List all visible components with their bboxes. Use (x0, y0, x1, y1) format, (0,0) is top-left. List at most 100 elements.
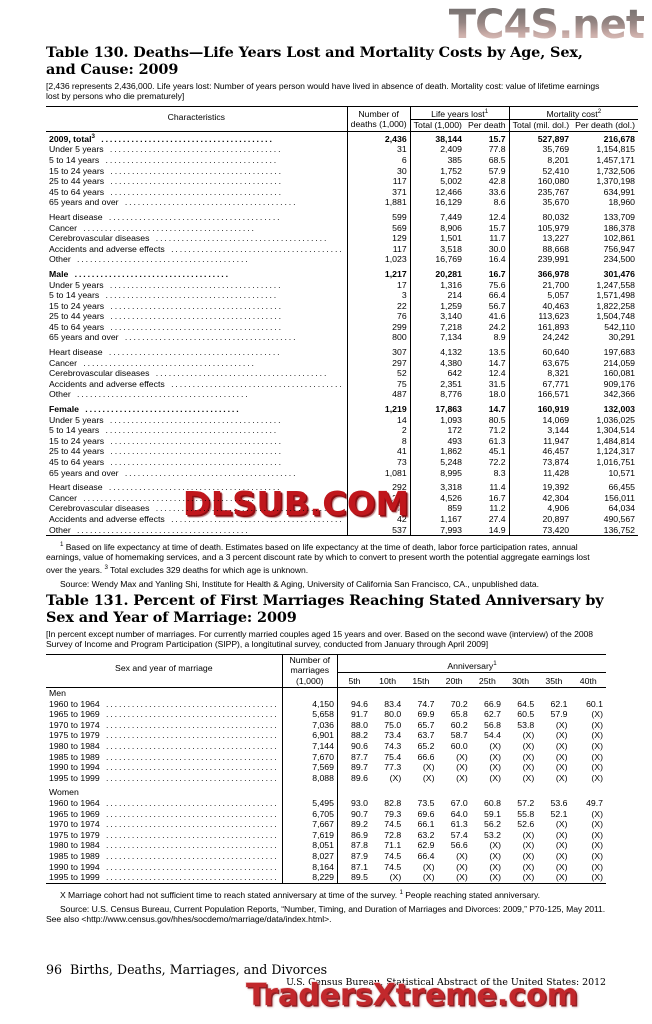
row-label-text: 1970 to 1974 (49, 819, 102, 830)
table-130-source: Source: Wendy Max and Yanling Shi, Insti… (60, 579, 539, 590)
table-cell: 2,409 (409, 144, 465, 155)
table-cell: 7,218 (409, 321, 465, 333)
table-cell: 214,059 (603, 357, 636, 368)
table-cell: 63,675 (508, 357, 573, 369)
table-cell: 87.9 (336, 850, 371, 862)
row-label-text: Under 5 years (49, 279, 106, 290)
table-cell: 3 (346, 290, 411, 301)
table-cell: 1,732,506 (596, 165, 636, 176)
row-label-text: 45 to 64 years (49, 457, 107, 467)
table-cell: 60.0 (450, 741, 468, 751)
table-row: Male ...................................… (46, 264, 638, 280)
leader-dots: ........................................ (101, 751, 279, 762)
table-cell: (X) (522, 772, 535, 783)
table-cell: 64.5 (517, 698, 535, 709)
table-cell: 117 (346, 176, 411, 187)
table-cell: 1,167 (409, 513, 465, 525)
table-cell-marriages: 8,027 (281, 850, 338, 862)
table-cell: 14.7 (488, 357, 506, 368)
table-cell: 30,291 (608, 332, 636, 343)
table-cell: 166,571 (508, 389, 573, 401)
table-cell: (X) (456, 762, 468, 773)
table-cell: 172 (409, 425, 465, 436)
row-label: 25 to 44 years .........................… (46, 311, 347, 322)
table-cell: 307 (346, 343, 411, 358)
table-row: 45 to 64 years .........................… (46, 321, 638, 333)
table-131-header-row-1: Sex and year of marriage Number of marri… (46, 654, 606, 688)
table-cell: 1,862 (409, 446, 465, 457)
section-header-label: Women (49, 787, 79, 798)
table-cell: 235,767 (508, 186, 573, 198)
row-label: 1975 to 1979 ...........................… (46, 829, 282, 841)
table-cell: 57.4 (450, 829, 468, 840)
table-cell: 642 (409, 368, 465, 379)
table-row: Cerebrovascular diseases ...............… (46, 368, 638, 379)
table-cell: 57.2 (517, 797, 535, 808)
col-header-anniversary-20th: 20th (445, 676, 463, 687)
table-cell: (X) (570, 872, 606, 884)
row-label: Under 5 years ..........................… (46, 279, 347, 291)
row-label-text: 1985 to 1989 (49, 751, 102, 762)
table-cell: 31 (346, 144, 411, 155)
table-row: Heart disease ..........................… (46, 478, 638, 493)
table-130: Characteristics Number of deaths (1,000)… (46, 106, 639, 537)
table-cell: (X) (591, 850, 603, 861)
table-cell: 1,504,748 (596, 311, 636, 322)
row-label-text: 1960 to 1964 (49, 797, 102, 808)
col-header-anniversary-40th: 40th (579, 676, 597, 687)
table-cell: (X) (591, 772, 603, 783)
table-cell: 18.0 (488, 389, 506, 400)
row-label-text: 25 to 44 years (49, 176, 107, 187)
table-cell: 8.3 (493, 467, 506, 478)
table-cell-marriages: 7,670 (281, 751, 338, 763)
row-label: Other ..................................… (46, 524, 348, 537)
leader-dots: ........................................ (101, 154, 279, 165)
table-cell: 105,979 (508, 222, 573, 234)
leader-dots: ........................................ (151, 233, 329, 244)
table-cell-marriages: 7,036 (281, 719, 338, 731)
leader-dots: ........................................ (101, 819, 279, 830)
leader-dots: ........................................ (101, 772, 279, 783)
table-cell: 61.3 (450, 819, 468, 830)
table-cell: 35,769 (508, 144, 573, 155)
table-cell: 160,919 (508, 400, 573, 415)
table-cell: 60.5 (517, 709, 535, 720)
table-cell: 30 (346, 165, 411, 177)
table-cell: 4,526 (409, 492, 465, 504)
table-cell: 94.6 (336, 698, 371, 710)
table-cell: 20,897 (508, 513, 573, 525)
table-cell: 71.1 (384, 840, 402, 851)
table-row: Accidents and adverse effects ..........… (46, 378, 638, 390)
table-cell: 12.4 (488, 211, 506, 222)
table-cell: 1,023 (346, 254, 411, 265)
table-cell: 16,769 (409, 254, 465, 265)
table-cell: (X) (591, 861, 603, 872)
table-cell: 41 (346, 446, 411, 457)
table-cell: 41.6 (488, 311, 506, 322)
table-cell: 22 (346, 300, 411, 312)
table-cell: 800 (346, 332, 411, 344)
table-cell: (X) (555, 772, 568, 783)
leader-dots: ........................................ (72, 524, 250, 535)
table-131-source: Source: U.S. Census Bureau, Current Popu… (46, 903, 606, 925)
table-cell: (X) (591, 709, 603, 720)
leader-dots: ........................................ (101, 719, 279, 730)
table-row: 15 to 24 years .........................… (46, 165, 638, 177)
table-cell: 73.4 (384, 730, 402, 741)
table-cell: 66.4 (417, 850, 435, 861)
table-cell: 75.6 (488, 279, 506, 290)
table-cell: 60.2 (450, 719, 468, 730)
table-cell: 17 (346, 279, 411, 291)
table-cell: (X) (404, 872, 438, 884)
row-label-text: 25 to 44 years (49, 446, 107, 457)
page-footer-source: U.S. Census Bureau, Statistical Abstract… (286, 977, 606, 988)
table-cell: 8.9 (493, 332, 506, 343)
table-cell: 63.7 (417, 730, 435, 741)
col-header-cost-total: Total (mil. dol.) (508, 119, 573, 132)
table-cell: 63.2 (417, 829, 435, 840)
table-cell: 89.2 (336, 819, 371, 830)
leader-dots: ........................................ (101, 698, 279, 709)
table-cell: 117 (346, 243, 411, 255)
table-cell: (X) (470, 872, 504, 884)
table-cell: (X) (489, 850, 501, 861)
